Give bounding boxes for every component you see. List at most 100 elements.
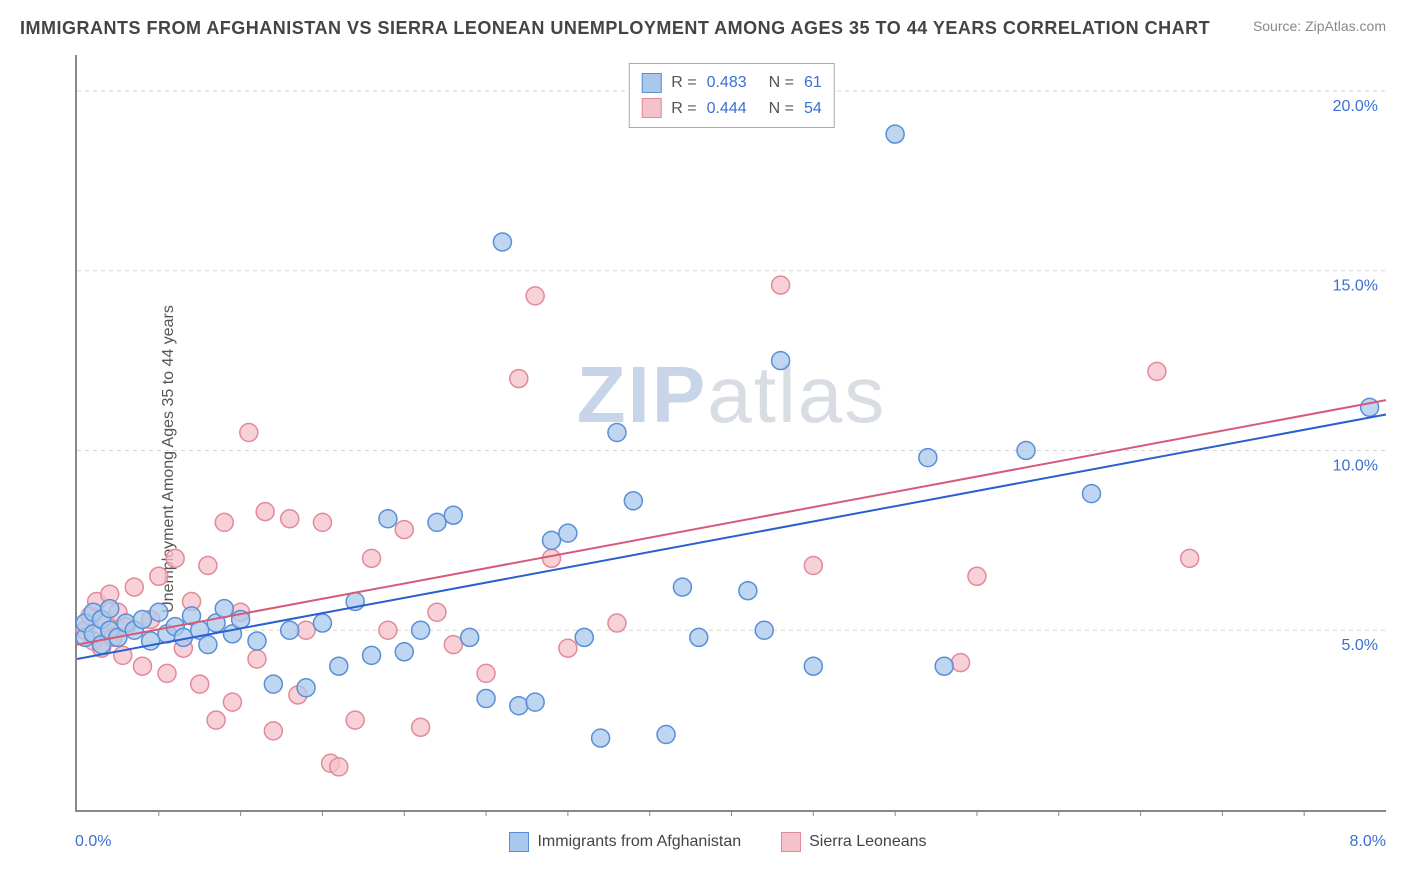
scatter-point xyxy=(510,370,528,388)
scatter-point xyxy=(592,729,610,747)
scatter-point xyxy=(657,726,675,744)
scatter-point xyxy=(191,675,209,693)
legend-swatch xyxy=(781,832,801,852)
scatter-point xyxy=(313,614,331,632)
scatter-point xyxy=(223,693,241,711)
scatter-point xyxy=(510,697,528,715)
scatter-point xyxy=(624,492,642,510)
legend-swatch xyxy=(641,73,661,93)
scatter-point xyxy=(559,524,577,542)
scatter-point xyxy=(461,628,479,646)
scatter-point xyxy=(559,639,577,657)
scatter-point xyxy=(281,510,299,528)
y-tick-label: 20.0% xyxy=(1333,98,1378,115)
correlation-legend-row: R = 0.444 N = 54 xyxy=(641,96,822,122)
n-label: N = xyxy=(769,70,794,96)
scatter-point xyxy=(150,603,168,621)
scatter-point xyxy=(1181,549,1199,567)
scatter-point xyxy=(772,276,790,294)
scatter-point xyxy=(215,513,233,531)
scatter-point xyxy=(101,600,119,618)
scatter-point xyxy=(428,513,446,531)
chart-title: IMMIGRANTS FROM AFGHANISTAN VS SIERRA LE… xyxy=(20,18,1210,39)
scatter-point xyxy=(346,711,364,729)
n-label: N = xyxy=(769,96,794,122)
scatter-point xyxy=(412,621,430,639)
trend-line xyxy=(77,415,1386,659)
y-tick-label: 10.0% xyxy=(1333,457,1378,474)
chart: Unemployment Among Ages 35 to 44 years Z… xyxy=(50,55,1386,862)
n-value: 54 xyxy=(804,96,822,122)
correlation-legend-row: R = 0.483N = 61 xyxy=(641,70,822,96)
scatter-point xyxy=(395,521,413,539)
scatter-point xyxy=(363,646,381,664)
scatter-point xyxy=(935,657,953,675)
scatter-point xyxy=(1082,485,1100,503)
scatter-point xyxy=(379,510,397,528)
scatter-point xyxy=(248,632,266,650)
plot-area: ZIPatlas R = 0.483N = 61R = 0.444N = 54 … xyxy=(75,55,1386,812)
scatter-point xyxy=(264,722,282,740)
scatter-point xyxy=(297,621,315,639)
scatter-point xyxy=(330,758,348,776)
scatter-point xyxy=(690,628,708,646)
scatter-point xyxy=(493,233,511,251)
y-tick-label: 5.0% xyxy=(1342,637,1378,654)
scatter-point xyxy=(133,657,151,675)
scatter-point xyxy=(608,424,626,442)
x-axis-max-label: 8.0% xyxy=(1350,833,1386,851)
scatter-point xyxy=(150,567,168,585)
scatter-point xyxy=(919,449,937,467)
series-legend-item: Immigrants from Afghanistan xyxy=(509,832,741,852)
scatter-point xyxy=(526,287,544,305)
scatter-point xyxy=(477,690,495,708)
scatter-point xyxy=(886,125,904,143)
series-legend-item: Sierra Leoneans xyxy=(781,832,926,852)
scatter-point xyxy=(395,643,413,661)
scatter-point xyxy=(608,614,626,632)
scatter-point xyxy=(297,679,315,697)
n-value: 61 xyxy=(804,70,822,96)
scatter-point xyxy=(804,557,822,575)
scatter-point xyxy=(248,650,266,668)
scatter-point xyxy=(526,693,544,711)
legend-swatch xyxy=(509,832,529,852)
scatter-point xyxy=(264,675,282,693)
scatter-point xyxy=(755,621,773,639)
scatter-point xyxy=(379,621,397,639)
scatter-point xyxy=(207,711,225,729)
scatter-point xyxy=(330,657,348,675)
series-name: Sierra Leoneans xyxy=(809,833,926,851)
scatter-point xyxy=(166,549,184,567)
scatter-point xyxy=(281,621,299,639)
bottom-bar: 0.0% Immigrants from Afghanistan Sierra L… xyxy=(50,822,1386,862)
scatter-point xyxy=(240,424,258,442)
scatter-point xyxy=(133,610,151,628)
scatter-point xyxy=(804,657,822,675)
scatter-point xyxy=(444,636,462,654)
trend-line xyxy=(77,400,1386,644)
scatter-svg: 5.0% 10.0% 15.0% 20.0% xyxy=(77,55,1386,810)
r-label: R = xyxy=(671,96,696,122)
scatter-point xyxy=(199,636,217,654)
scatter-point xyxy=(543,549,561,567)
r-value: 0.444 xyxy=(707,96,747,122)
series-name: Immigrants from Afghanistan xyxy=(537,833,741,851)
r-label: R = xyxy=(671,70,696,96)
scatter-point xyxy=(412,718,430,736)
scatter-point xyxy=(444,506,462,524)
scatter-point xyxy=(952,654,970,672)
scatter-point xyxy=(968,567,986,585)
legend-swatch xyxy=(641,98,661,118)
x-axis-min-label: 0.0% xyxy=(75,833,111,851)
scatter-point xyxy=(125,578,143,596)
scatter-point xyxy=(158,664,176,682)
source-label: Source: ZipAtlas.com xyxy=(1253,18,1386,34)
scatter-point xyxy=(363,549,381,567)
y-tick-label: 15.0% xyxy=(1333,278,1378,295)
series-legend: Immigrants from Afghanistan Sierra Leonea… xyxy=(509,832,926,852)
scatter-point xyxy=(543,531,561,549)
header: IMMIGRANTS FROM AFGHANISTAN VS SIERRA LE… xyxy=(20,18,1386,39)
scatter-point xyxy=(477,664,495,682)
scatter-point xyxy=(739,582,757,600)
